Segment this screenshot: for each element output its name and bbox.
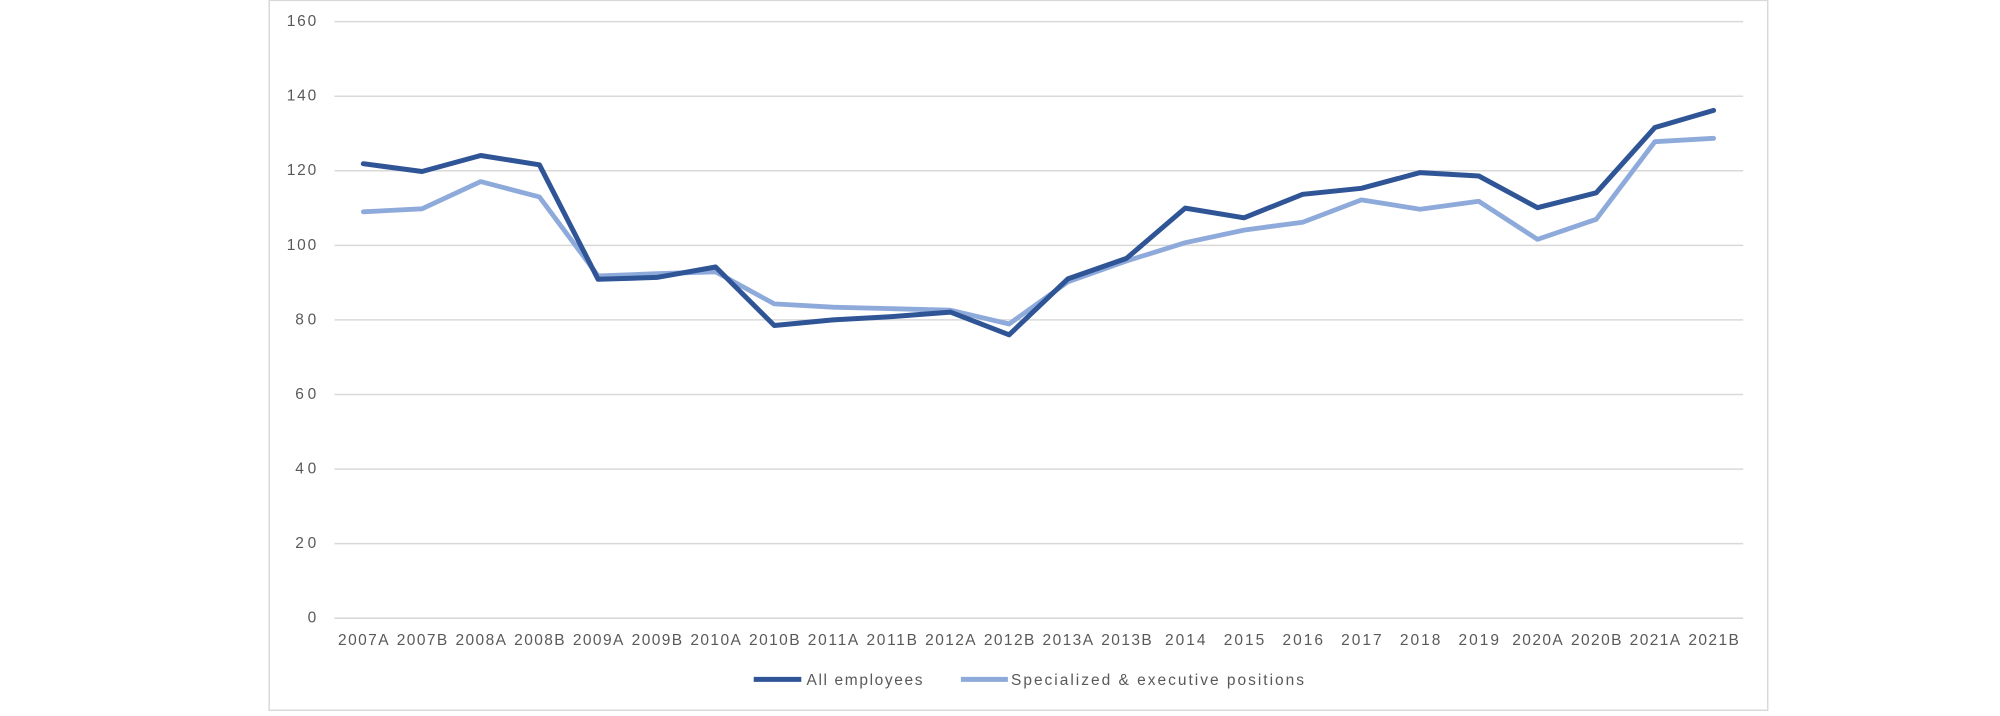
svg-text:2009A: 2009A bbox=[573, 632, 624, 649]
svg-text:2020B: 2020B bbox=[1571, 632, 1622, 649]
svg-text:2020A: 2020A bbox=[1512, 632, 1563, 649]
svg-text:2021B: 2021B bbox=[1688, 632, 1739, 649]
svg-text:0: 0 bbox=[308, 610, 317, 627]
svg-text:Specialized & executive positi: Specialized & executive positions bbox=[1011, 672, 1304, 689]
svg-text:2021A: 2021A bbox=[1630, 632, 1681, 649]
svg-text:2010A: 2010A bbox=[690, 632, 741, 649]
svg-text:2011A: 2011A bbox=[808, 632, 859, 649]
svg-text:2011B: 2011B bbox=[866, 632, 917, 649]
svg-text:2013A: 2013A bbox=[1043, 632, 1094, 649]
svg-text:2010B: 2010B bbox=[749, 632, 800, 649]
svg-text:140: 140 bbox=[287, 88, 317, 105]
svg-text:2007A: 2007A bbox=[338, 632, 389, 649]
svg-text:2012B: 2012B bbox=[984, 632, 1035, 649]
svg-text:2014: 2014 bbox=[1165, 632, 1206, 649]
svg-text:2013B: 2013B bbox=[1101, 632, 1152, 649]
svg-text:2008B: 2008B bbox=[514, 632, 565, 649]
svg-text:2009B: 2009B bbox=[632, 632, 683, 649]
svg-text:120: 120 bbox=[287, 162, 317, 179]
svg-text:2007B: 2007B bbox=[397, 632, 448, 649]
svg-text:2008A: 2008A bbox=[455, 632, 506, 649]
svg-text:All employees: All employees bbox=[807, 672, 923, 689]
svg-text:160: 160 bbox=[287, 13, 317, 30]
svg-text:2012A: 2012A bbox=[925, 632, 976, 649]
svg-text:100: 100 bbox=[287, 237, 317, 254]
